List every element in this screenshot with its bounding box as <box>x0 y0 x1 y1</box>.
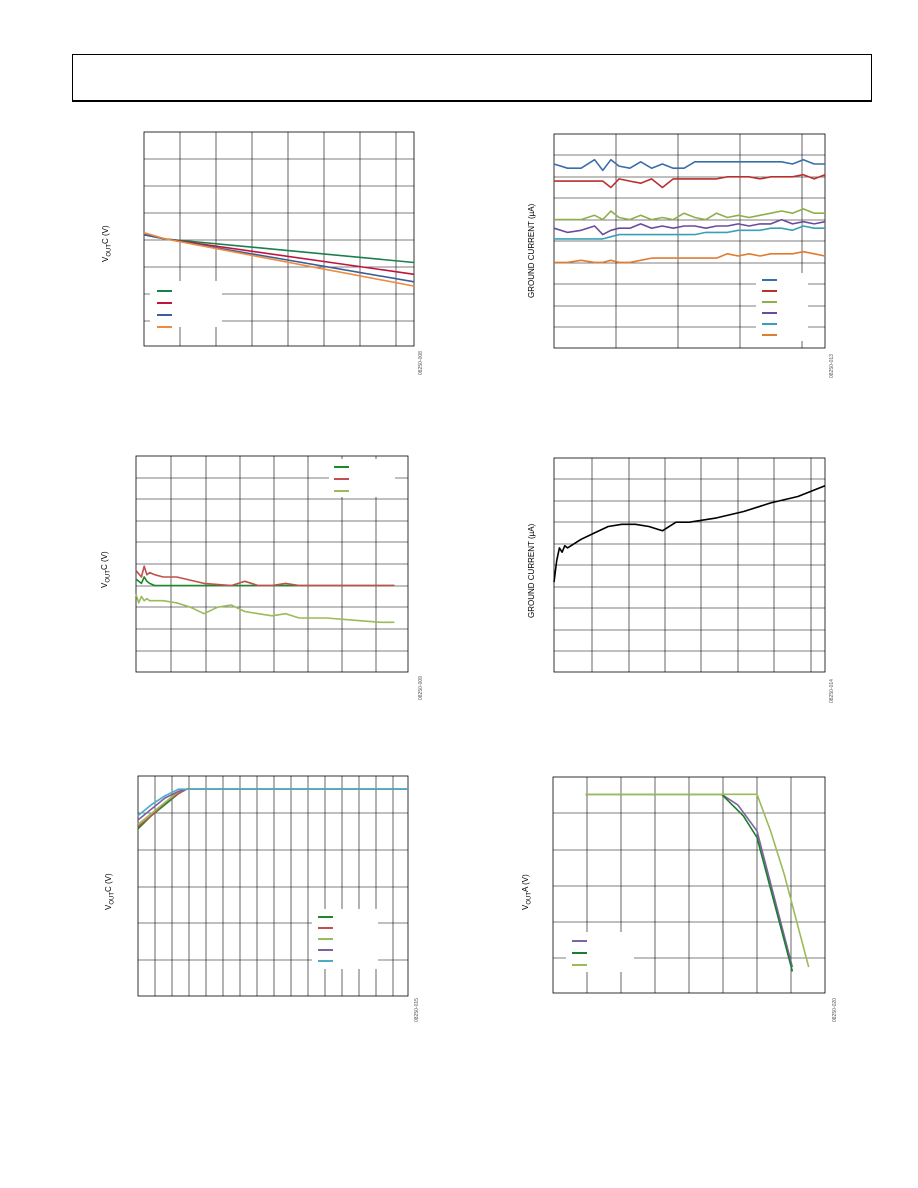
series-line <box>585 793 810 968</box>
y-axis-label-main: V <box>104 904 113 910</box>
y-axis-label: VOUTC (V) <box>104 873 116 910</box>
y-axis-label-rest: C (V) <box>104 873 113 892</box>
series-line <box>553 218 826 236</box>
y-axis-label-subscript: OUT <box>109 891 116 905</box>
y-axis-label-main: V <box>101 256 110 262</box>
y-axis-label-subscript: OUT <box>106 243 113 257</box>
chart-5 <box>137 775 409 997</box>
series-line <box>135 565 395 587</box>
figure-id: 08250-008 <box>418 351 424 375</box>
y-axis-label: GROUND CURRENT (µA) <box>527 524 536 618</box>
series-line <box>554 208 825 221</box>
series-line <box>554 250 826 264</box>
chart-4 <box>553 457 826 673</box>
series-line <box>554 173 826 189</box>
y-axis-label-text: GROUND CURRENT (µA) <box>527 523 536 618</box>
y-axis-label-rest: A (V) <box>521 874 530 892</box>
figure-id: 08250-015 <box>414 998 420 1022</box>
chart-3 <box>135 455 409 673</box>
series-line <box>553 485 826 583</box>
y-axis-label: VOUTA (V) <box>521 874 533 910</box>
y-axis-label: VOUTC (V) <box>100 551 112 588</box>
chart-1 <box>143 131 415 347</box>
series-line <box>553 158 825 172</box>
figure-id: 08250-009 <box>418 676 424 700</box>
figure-id: 08250-014 <box>829 679 835 703</box>
y-axis-label-subscript: OUT <box>526 891 533 905</box>
series-line <box>143 231 415 287</box>
y-axis-label-main: V <box>100 582 109 588</box>
figure-id: 08250-013 <box>829 354 835 378</box>
series-line <box>137 788 408 817</box>
y-axis-label: VOUTC (V) <box>101 225 113 262</box>
y-axis-label-main: V <box>521 904 530 910</box>
y-axis-label: GROUND CURRENT (µA) <box>527 204 536 298</box>
y-axis-label-subscript: OUT <box>105 569 112 583</box>
y-axis-label-text: GROUND CURRENT (µA) <box>527 203 536 298</box>
series-line <box>554 225 825 240</box>
series-line <box>135 593 395 624</box>
y-axis-label-rest: C (V) <box>100 551 109 570</box>
legend-box <box>756 273 808 341</box>
page-header-box <box>72 54 872 102</box>
chart-2 <box>553 133 826 349</box>
y-axis-label-rest: C (V) <box>101 225 110 244</box>
chart-6 <box>552 776 826 994</box>
figure-id: 08250-020 <box>832 998 838 1022</box>
